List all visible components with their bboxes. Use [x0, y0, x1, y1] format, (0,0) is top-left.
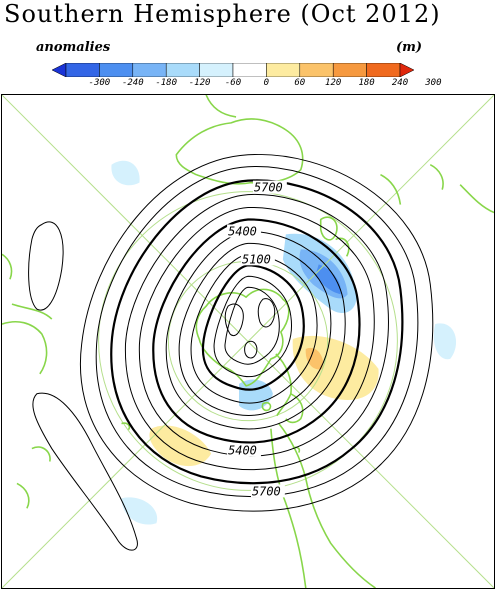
colorbar-tick-label: -120 — [188, 78, 211, 88]
colorbar-tick-label: 300 — [425, 78, 442, 88]
contour-label-5400-bottom: 5400 — [228, 444, 257, 458]
colorbar — [52, 63, 414, 77]
islands-east — [380, 164, 494, 214]
positive-anomaly-core — [305, 347, 324, 370]
contour-label-5700-top: 5700 — [254, 181, 283, 195]
colorbar-swatch — [332, 63, 367, 77]
southern-ocean-islands — [121, 422, 131, 431]
colorbar-tick-label: -240 — [121, 78, 144, 88]
africa-coast — [2, 321, 48, 375]
new-zealand-coast — [319, 216, 338, 241]
antarctic-peninsula — [275, 353, 292, 417]
colorbar-tick-label: -60 — [224, 78, 242, 88]
colorbar-swatch — [266, 63, 301, 77]
contour-label-5700-bottom: 5700 — [252, 484, 281, 498]
colorbar-tick-label: 240 — [391, 78, 409, 88]
map-title: Southern Hemisphere (Oct 2012) — [4, 0, 441, 28]
colorbar-swatch — [299, 63, 334, 77]
coastlines — [2, 95, 494, 588]
australia-coast — [175, 118, 304, 185]
contour-label-5100: 5100 — [242, 252, 271, 266]
colorbar-tick-label: 120 — [325, 78, 342, 88]
colorbar-swatch — [132, 63, 167, 77]
height-contours — [28, 153, 434, 551]
colorbar-swatch — [99, 63, 134, 77]
south-america-west — [270, 428, 307, 588]
colorbar-tick-label: -300 — [88, 78, 111, 88]
colorbar-tick-label: 60 — [294, 78, 306, 88]
colorbar-swatch — [165, 63, 200, 77]
colorbar-tick-label: 0 — [263, 78, 270, 88]
colorbar-ticks: -300 -240 -180 -120 -60 0 60 120 180 240 300 — [52, 78, 442, 92]
south-america-tip — [285, 393, 304, 424]
contour-label-5400-top: 5400 — [228, 224, 257, 238]
falklands — [261, 402, 272, 412]
anomalies-label: anomalies — [36, 40, 111, 55]
colorbar-swatch — [232, 63, 267, 77]
colorbar-swatch — [65, 63, 100, 77]
contour-5100 — [201, 264, 305, 391]
negative-anomaly-west — [121, 497, 158, 525]
colorbar-tick-label: 180 — [358, 78, 375, 88]
south-america-coast — [278, 423, 376, 588]
colorbar-swatch — [366, 63, 401, 77]
positive-anomaly-southwest — [149, 425, 212, 467]
colorbar-arrow-left — [52, 63, 67, 77]
colorbar-swatch — [199, 63, 234, 77]
polar-map: 5700 5400 5100 5400 5700 — [1, 94, 495, 589]
colorbar-tick-label: -180 — [155, 78, 178, 88]
negative-anomaly-north — [111, 160, 140, 186]
australia-north — [205, 95, 237, 118]
contour-labels: 5700 5400 5100 5400 5700 — [227, 181, 287, 498]
new-zealand-south — [335, 237, 350, 257]
islands-west — [16, 446, 51, 509]
contour-5700 — [110, 179, 404, 485]
anomaly-shading — [111, 160, 457, 525]
negative-anomaly-core — [315, 264, 341, 295]
negative-anomaly-east — [433, 323, 457, 360]
units-label: (m) — [396, 40, 423, 55]
contour-5400 — [152, 218, 361, 444]
colorbar-arrow-right — [399, 63, 414, 77]
madagascar-coast — [2, 253, 13, 280]
africa-coast-2 — [11, 303, 53, 320]
